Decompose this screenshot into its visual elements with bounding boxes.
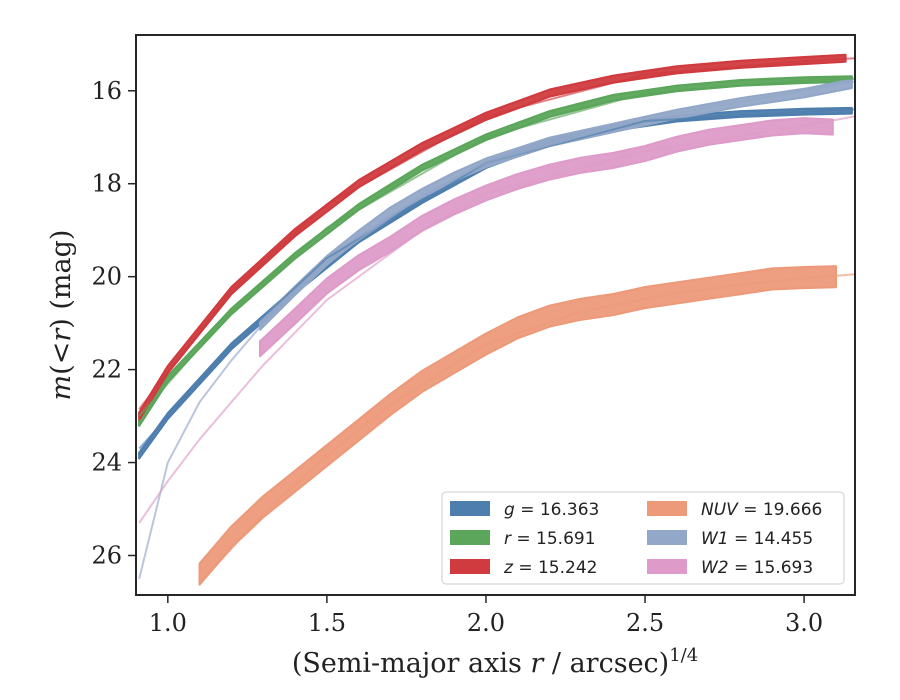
legend-label-g: g = 16.363 bbox=[504, 500, 599, 520]
x-tick-label: 2.0 bbox=[467, 609, 505, 637]
y-tick-label: 26 bbox=[91, 541, 122, 569]
y-axis-ticks: 16 18 20 22 24 26 bbox=[91, 77, 136, 569]
model-curve-r bbox=[138, 77, 855, 417]
model-curve-w2 bbox=[138, 115, 855, 524]
y-tick-label: 24 bbox=[91, 449, 122, 477]
legend-swatch-g bbox=[450, 501, 490, 516]
model-curve-nuv bbox=[198, 273, 855, 585]
band-nuv bbox=[198, 265, 838, 586]
model-curve-z bbox=[138, 57, 855, 410]
legend-label-w1: W1 = 14.455 bbox=[701, 529, 813, 549]
model-curves bbox=[138, 57, 855, 585]
band-w1 bbox=[259, 78, 853, 331]
y-tick-label: 16 bbox=[91, 77, 122, 105]
legend-swatch-w2 bbox=[647, 559, 687, 574]
legend-swatch-r bbox=[450, 530, 490, 545]
plot-frame bbox=[135, 34, 856, 596]
x-axis-label: (Semi-major axis r / arcsec)1/4 bbox=[292, 645, 698, 679]
x-tick-label: 1.5 bbox=[308, 609, 346, 637]
x-tick-label: 2.5 bbox=[626, 609, 664, 637]
legend-label-nuv: NUV = 19.666 bbox=[701, 500, 822, 520]
y-axis-label: m(<r) (mag) bbox=[46, 230, 77, 401]
model-curve-w1 bbox=[138, 80, 855, 579]
legend-swatch-nuv bbox=[647, 501, 687, 516]
legend-box bbox=[441, 491, 845, 585]
y-tick-label: 18 bbox=[91, 170, 122, 198]
legend-label-w2: W2 = 15.693 bbox=[701, 558, 813, 578]
legend-swatch-w1 bbox=[647, 530, 687, 545]
x-axis-ticks: 1.0 1.5 2.0 2.5 3.0 bbox=[149, 595, 823, 637]
x-tick-label: 1.0 bbox=[149, 609, 187, 637]
y-tick-label: 22 bbox=[91, 356, 122, 384]
band-z bbox=[138, 53, 847, 421]
legend: g = 16.363 r = 15.691 z = 15.242 NUV = 1… bbox=[441, 491, 845, 585]
legend-label-z: z = 15.242 bbox=[503, 558, 597, 578]
legend-swatch-z bbox=[450, 559, 490, 574]
x-tick-label: 3.0 bbox=[785, 609, 823, 637]
legend-label-r: r = 15.691 bbox=[504, 529, 596, 549]
y-tick-label: 20 bbox=[91, 263, 122, 291]
band-w2 bbox=[259, 117, 834, 358]
data-bands bbox=[138, 53, 853, 586]
